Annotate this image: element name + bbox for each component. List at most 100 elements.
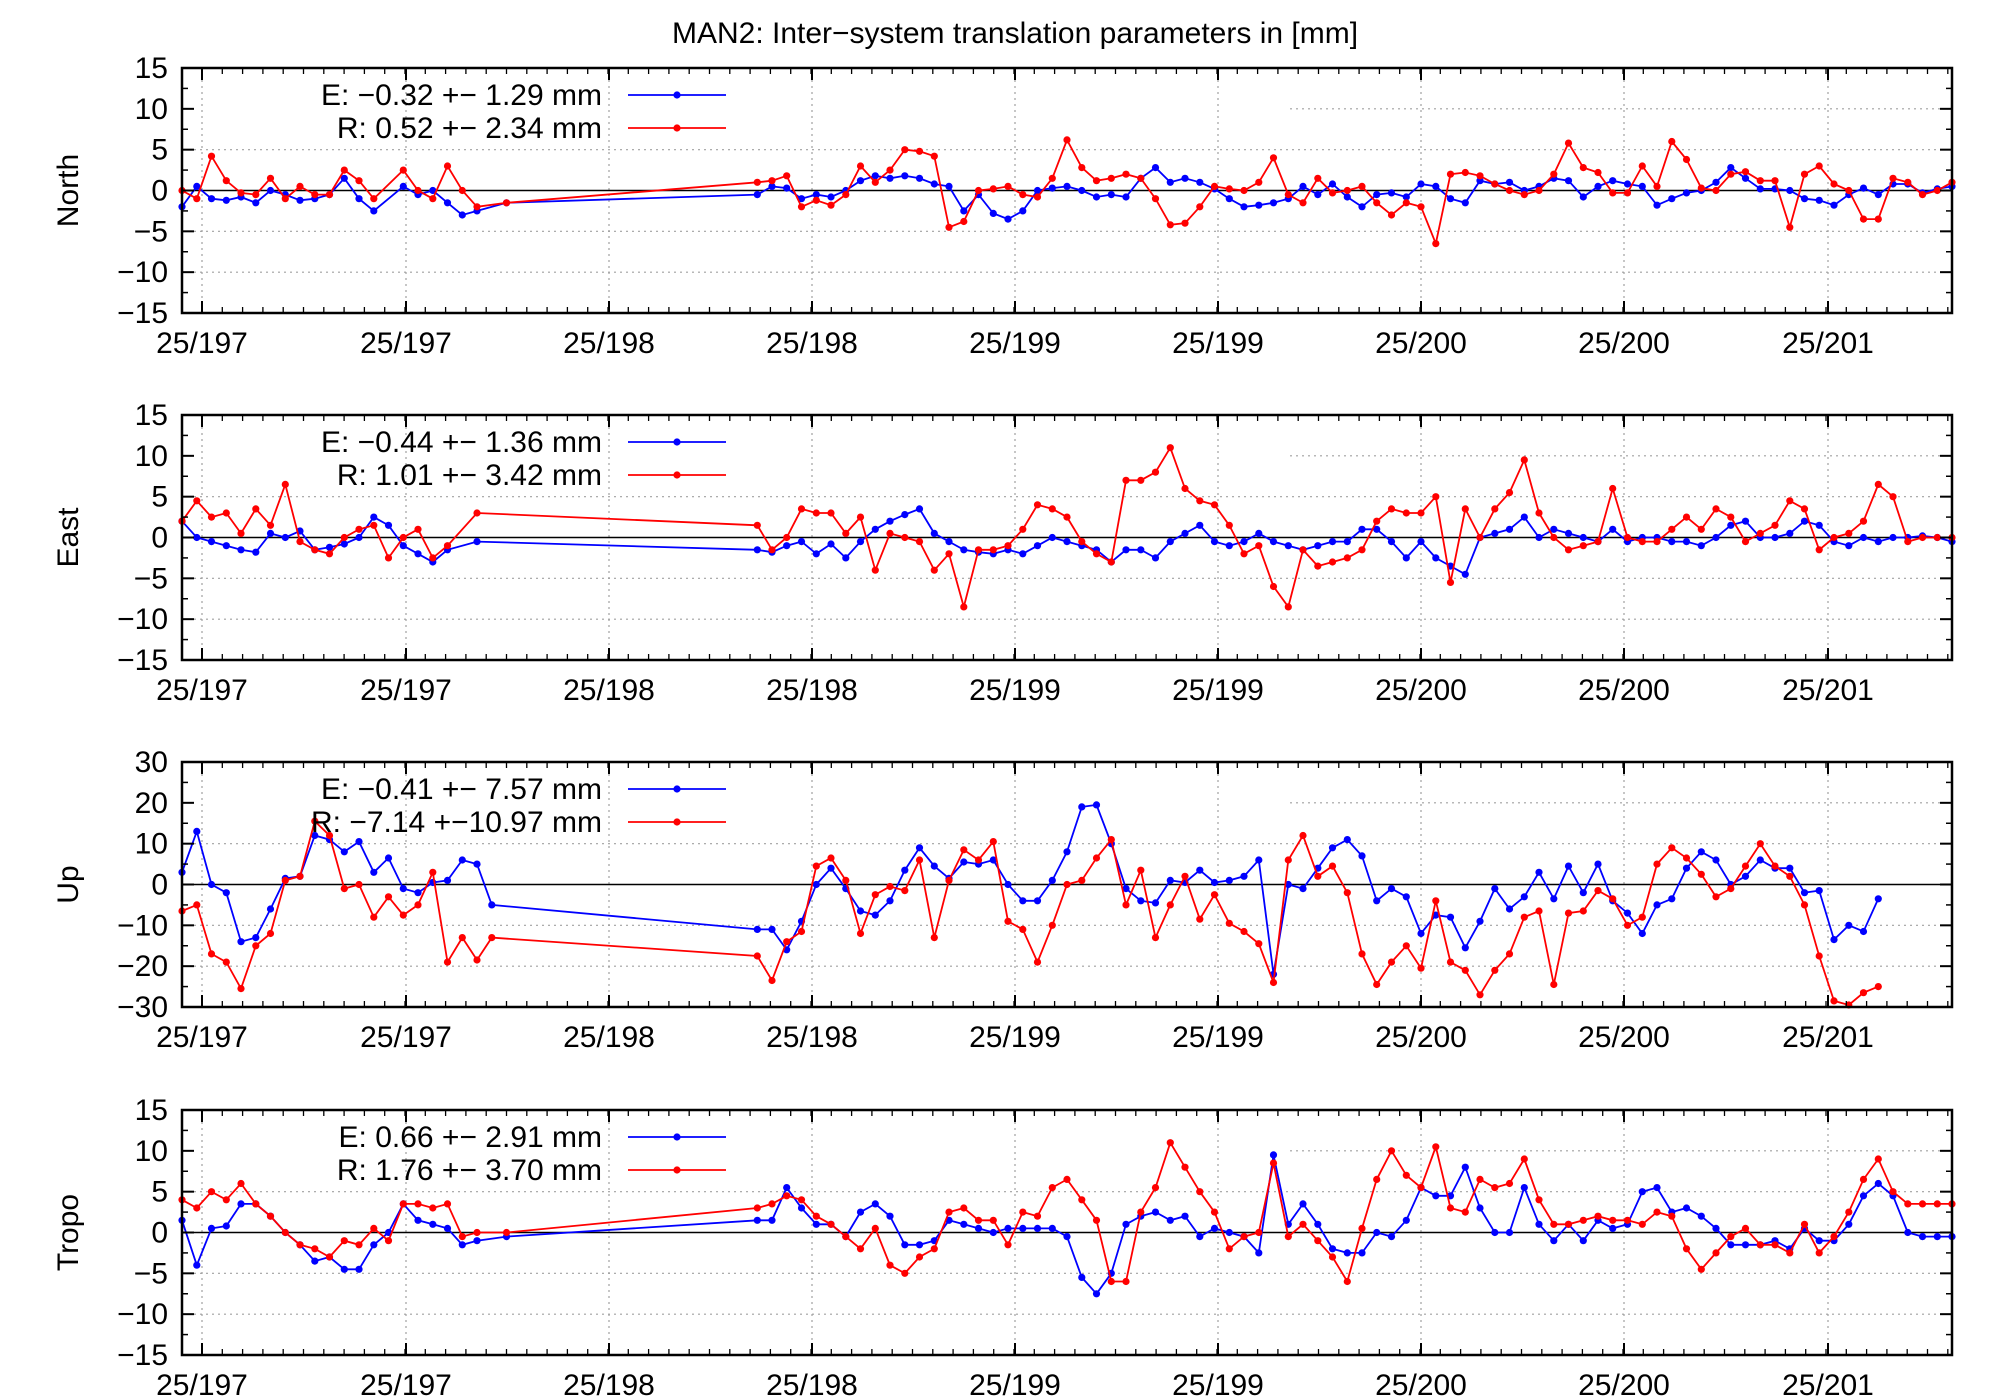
data-point	[915, 1241, 924, 1249]
data-point	[960, 546, 968, 554]
data-point	[429, 1220, 437, 1228]
data-point	[901, 533, 909, 542]
legend-marker	[673, 1133, 681, 1141]
data-point	[1299, 182, 1307, 190]
data-point	[812, 196, 820, 204]
data-point	[1800, 889, 1809, 897]
data-point	[1417, 1184, 1425, 1192]
data-point	[1771, 1241, 1779, 1249]
data-point	[1107, 191, 1115, 199]
data-point	[207, 950, 216, 958]
data-point	[473, 1228, 481, 1237]
data-point	[768, 182, 776, 190]
data-point	[222, 542, 230, 550]
data-point	[429, 868, 437, 876]
data-point	[1638, 1188, 1646, 1196]
data-point	[1358, 546, 1366, 554]
data-point	[1225, 542, 1233, 550]
x-tick-label: 25/198	[563, 674, 655, 707]
y-tick-label: 15	[135, 1094, 168, 1127]
data-point	[753, 191, 761, 199]
data-point	[1373, 199, 1381, 207]
data-point	[1151, 554, 1160, 562]
x-tick-label: 25/201	[1782, 1021, 1874, 1054]
data-point	[1756, 177, 1764, 185]
data-point	[1063, 1175, 1071, 1183]
data-point	[1727, 1233, 1735, 1241]
data-point	[252, 1200, 260, 1208]
data-point	[193, 195, 201, 203]
data-point	[753, 521, 761, 529]
data-point	[1682, 513, 1691, 521]
data-point	[1063, 848, 1071, 856]
data-point	[1535, 186, 1543, 195]
data-point	[1520, 1184, 1528, 1192]
data-point	[1269, 1159, 1278, 1167]
data-point	[974, 856, 983, 864]
y-tick-label: 30	[135, 746, 168, 779]
data-point	[1623, 180, 1632, 188]
data-point	[827, 864, 835, 872]
data-point	[1520, 191, 1528, 199]
data-point	[1432, 554, 1440, 562]
data-point	[886, 529, 894, 538]
data-point	[1387, 211, 1396, 219]
data-point	[753, 925, 761, 934]
series-r	[178, 444, 1956, 611]
data-point	[1520, 456, 1528, 464]
data-point	[1727, 164, 1735, 172]
data-point	[1048, 174, 1056, 182]
data-point	[1122, 193, 1130, 201]
data-point	[1859, 533, 1868, 542]
data-point	[414, 550, 422, 558]
data-point	[945, 876, 953, 885]
data-point	[930, 529, 938, 538]
data-point	[974, 1216, 983, 1224]
data-point	[915, 1253, 924, 1261]
data-point	[1269, 538, 1278, 546]
data-point	[1181, 529, 1189, 538]
data-point	[281, 876, 289, 885]
data-point	[1033, 1224, 1042, 1232]
data-point	[1505, 525, 1514, 533]
data-point	[1741, 168, 1750, 176]
data-point	[1564, 139, 1573, 147]
x-tick-label: 25/200	[1375, 1021, 1467, 1054]
data-point	[1579, 1216, 1587, 1224]
x-tick-label: 25/197	[360, 1021, 452, 1054]
data-point	[1446, 578, 1455, 587]
data-point	[1550, 170, 1558, 178]
data-point	[783, 938, 791, 946]
data-point	[266, 529, 275, 538]
data-point	[443, 1200, 452, 1208]
data-point	[1225, 521, 1233, 529]
data-point	[1078, 876, 1086, 885]
data-point	[1874, 983, 1882, 991]
data-point	[768, 1200, 776, 1208]
data-point	[886, 174, 894, 182]
data-point	[1771, 177, 1779, 185]
legend-marker	[673, 785, 681, 793]
data-point	[989, 1216, 997, 1224]
data-point	[443, 1224, 452, 1232]
data-point	[443, 876, 452, 885]
data-point	[1505, 950, 1514, 958]
data-point	[1078, 803, 1086, 811]
data-point	[1712, 505, 1720, 513]
y-tick-label: −15	[117, 297, 168, 330]
data-point	[1402, 509, 1410, 517]
y-tick-label: 10	[135, 93, 168, 126]
data-point	[1402, 1216, 1410, 1224]
y-tick-label: −30	[117, 991, 168, 1024]
x-tick-label: 25/199	[969, 674, 1061, 707]
data-point	[1668, 1212, 1676, 1220]
data-point	[886, 166, 894, 174]
data-point	[915, 147, 924, 155]
data-point	[355, 177, 363, 185]
data-point	[488, 934, 496, 942]
data-point	[1004, 1224, 1012, 1232]
data-point	[1196, 203, 1204, 211]
data-point	[797, 195, 806, 203]
data-point	[1373, 1228, 1381, 1237]
